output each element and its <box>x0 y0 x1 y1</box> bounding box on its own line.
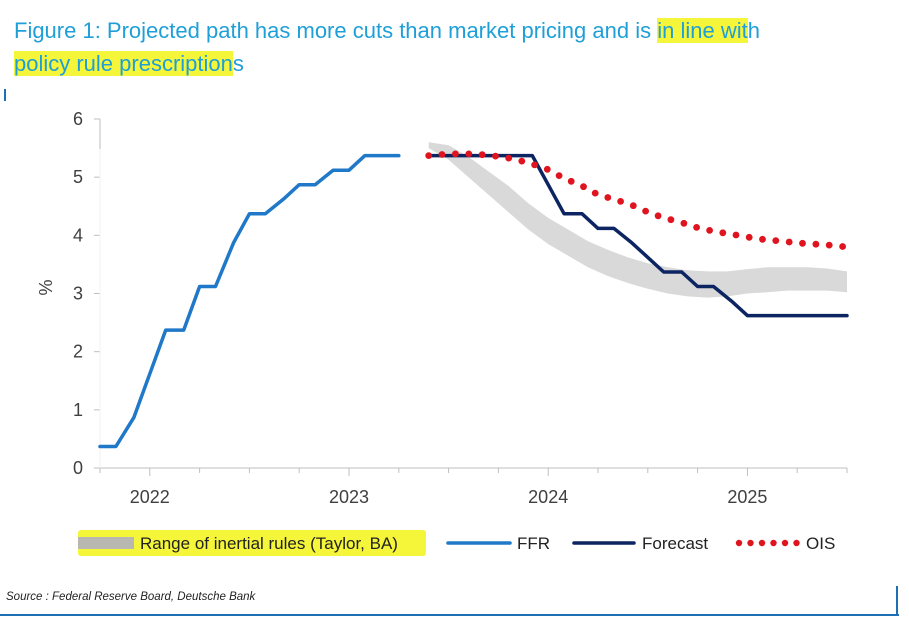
ois-dot <box>839 243 846 250</box>
ois-dot <box>505 154 513 162</box>
title-text-3: s <box>232 51 244 76</box>
x-tick-label: 2022 <box>130 487 170 507</box>
ois-dot <box>543 165 551 173</box>
legend-ois-dot <box>747 539 754 547</box>
ois-dot <box>567 177 575 185</box>
ois-dot <box>706 227 713 234</box>
frame-right-rule <box>896 586 898 614</box>
y-axis-title: % <box>36 279 56 295</box>
ois-dot <box>642 207 649 215</box>
legend-label-forecast: Forecast <box>642 534 708 553</box>
y-tick-label: 0 <box>73 458 83 478</box>
frame-left-rule <box>4 89 6 101</box>
frame-bottom-rule <box>0 614 899 616</box>
legend-ois-dot <box>770 539 777 547</box>
ois-dot <box>693 224 700 231</box>
legend-highlight <box>78 530 426 556</box>
source-note: Source : Federal Reserve Board, Deutsche… <box>6 591 256 603</box>
ois-dot <box>492 152 499 160</box>
ois-dot <box>617 198 624 205</box>
ois-dot <box>425 152 433 160</box>
ois-dot <box>812 240 820 248</box>
title-text-1: Figure 1: Projected path has more cuts t… <box>14 18 658 43</box>
ois-dot <box>759 235 766 243</box>
ois-dot <box>799 239 806 247</box>
ois-dot <box>580 183 587 191</box>
ois-dot <box>531 161 538 169</box>
legend-label-band: Range of inertial rules (Taylor, BA) <box>140 534 398 553</box>
ois-dot <box>438 151 446 158</box>
ois-dot <box>604 194 612 201</box>
ois-dot <box>478 151 486 159</box>
inertial-rules-band <box>428 142 847 298</box>
y-tick-label: 6 <box>73 109 83 129</box>
y-tick-label: 5 <box>73 167 83 187</box>
y-tick-label: 1 <box>73 400 83 420</box>
ois-dot <box>591 189 599 197</box>
legend-label-ois: OIS <box>806 534 835 553</box>
legend-ois-dot <box>735 539 743 547</box>
ois-dot <box>465 150 473 158</box>
ois-dot <box>629 202 637 210</box>
legend-ois-dot <box>793 539 800 547</box>
ois-dot <box>667 216 675 224</box>
x-tick-label: 2025 <box>727 487 767 507</box>
y-tick-label: 3 <box>73 284 83 304</box>
y-tick-label: 2 <box>73 342 83 362</box>
legend-label-ffr: FFR <box>517 534 550 553</box>
ois-dot <box>680 219 688 227</box>
ois-dot <box>732 231 740 239</box>
ois-dot <box>785 238 793 246</box>
legend-ois-dot <box>758 539 766 547</box>
y-tick-label: 4 <box>73 225 83 245</box>
title-highlight-2: policy rule prescription <box>14 51 233 76</box>
title-text-2: h <box>747 18 760 43</box>
x-tick-label: 2024 <box>528 487 568 507</box>
ffr-line <box>98 153 401 449</box>
ois-dot <box>772 237 780 245</box>
legend-band-swatch <box>78 537 134 549</box>
ois-dot <box>654 212 662 220</box>
ois-dot <box>555 172 563 180</box>
ois-dot <box>745 233 753 241</box>
legend-ois-dot <box>781 539 789 547</box>
ois-dot <box>452 150 459 158</box>
chart-title: Figure 1: Projected path has more cuts t… <box>14 14 899 80</box>
ois-dot <box>518 157 526 165</box>
x-tick-label: 2023 <box>329 487 369 507</box>
title-highlight-1: in line wit <box>657 18 748 43</box>
ois-dot <box>719 229 727 237</box>
ois-dot <box>825 241 833 249</box>
